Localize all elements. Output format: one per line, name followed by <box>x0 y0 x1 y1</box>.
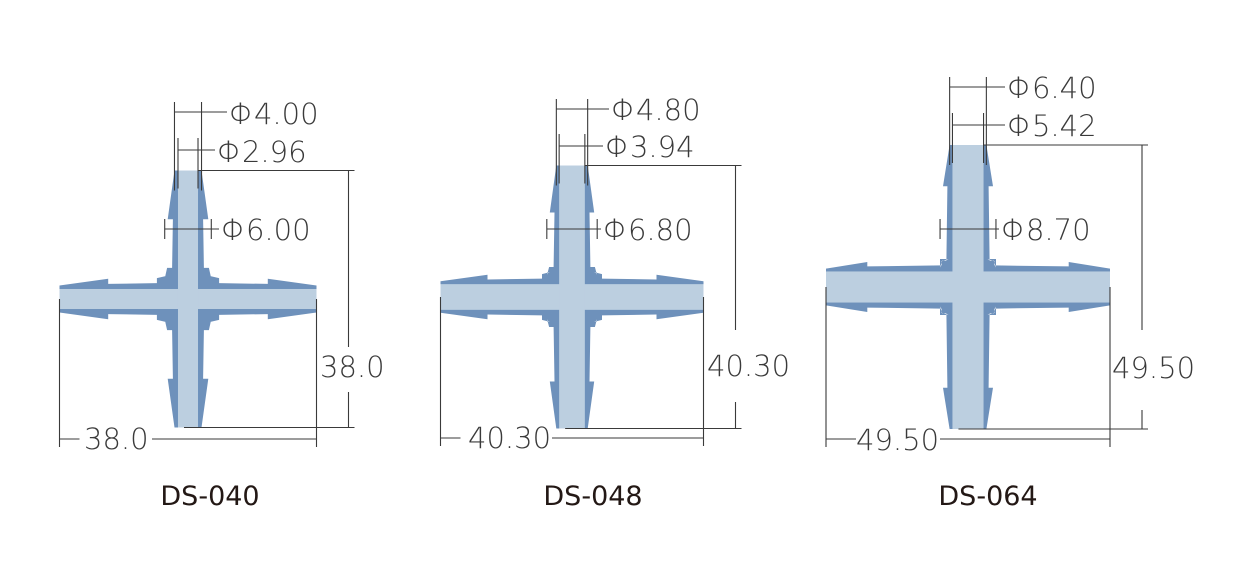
part-ds-040: Φ4.00 Φ2.96 Φ6.00 38.0 38.0 DS-040 <box>58 97 385 512</box>
width-label: 40.30 <box>468 421 551 455</box>
vertical-bore <box>952 145 984 429</box>
barb-od-label: Φ8.70 <box>1001 213 1091 247</box>
model-label: DS-048 <box>543 481 642 512</box>
width-label: 49.50 <box>856 423 939 457</box>
bore-label: Φ2.96 <box>217 135 307 169</box>
barb-od-label: Φ6.00 <box>221 213 311 247</box>
tip-od-label: Φ6.40 <box>1007 71 1097 105</box>
vertical-bore <box>177 170 199 428</box>
tip-od-label: Φ4.00 <box>229 97 319 131</box>
model-label: DS-040 <box>160 481 259 512</box>
part-ds-048: Φ4.80 Φ3.94 Φ6.80 40.30 40.30 DS-048 <box>439 93 790 512</box>
vertical-bore <box>559 165 585 429</box>
height-label: 49.50 <box>1112 351 1195 385</box>
tip-od-label: Φ4.80 <box>611 93 701 127</box>
height-label: 40.30 <box>707 349 790 383</box>
bore-label: Φ3.94 <box>605 130 695 164</box>
width-label: 38.0 <box>84 422 149 456</box>
part-ds-064: Φ6.40 Φ5.42 Φ8.70 49.50 49.50 DS-064 <box>825 71 1195 512</box>
height-label: 38.0 <box>320 350 385 384</box>
model-label: DS-064 <box>938 481 1037 512</box>
barb-od-label: Φ6.80 <box>603 213 693 247</box>
bore-label: Φ5.42 <box>1007 109 1097 143</box>
